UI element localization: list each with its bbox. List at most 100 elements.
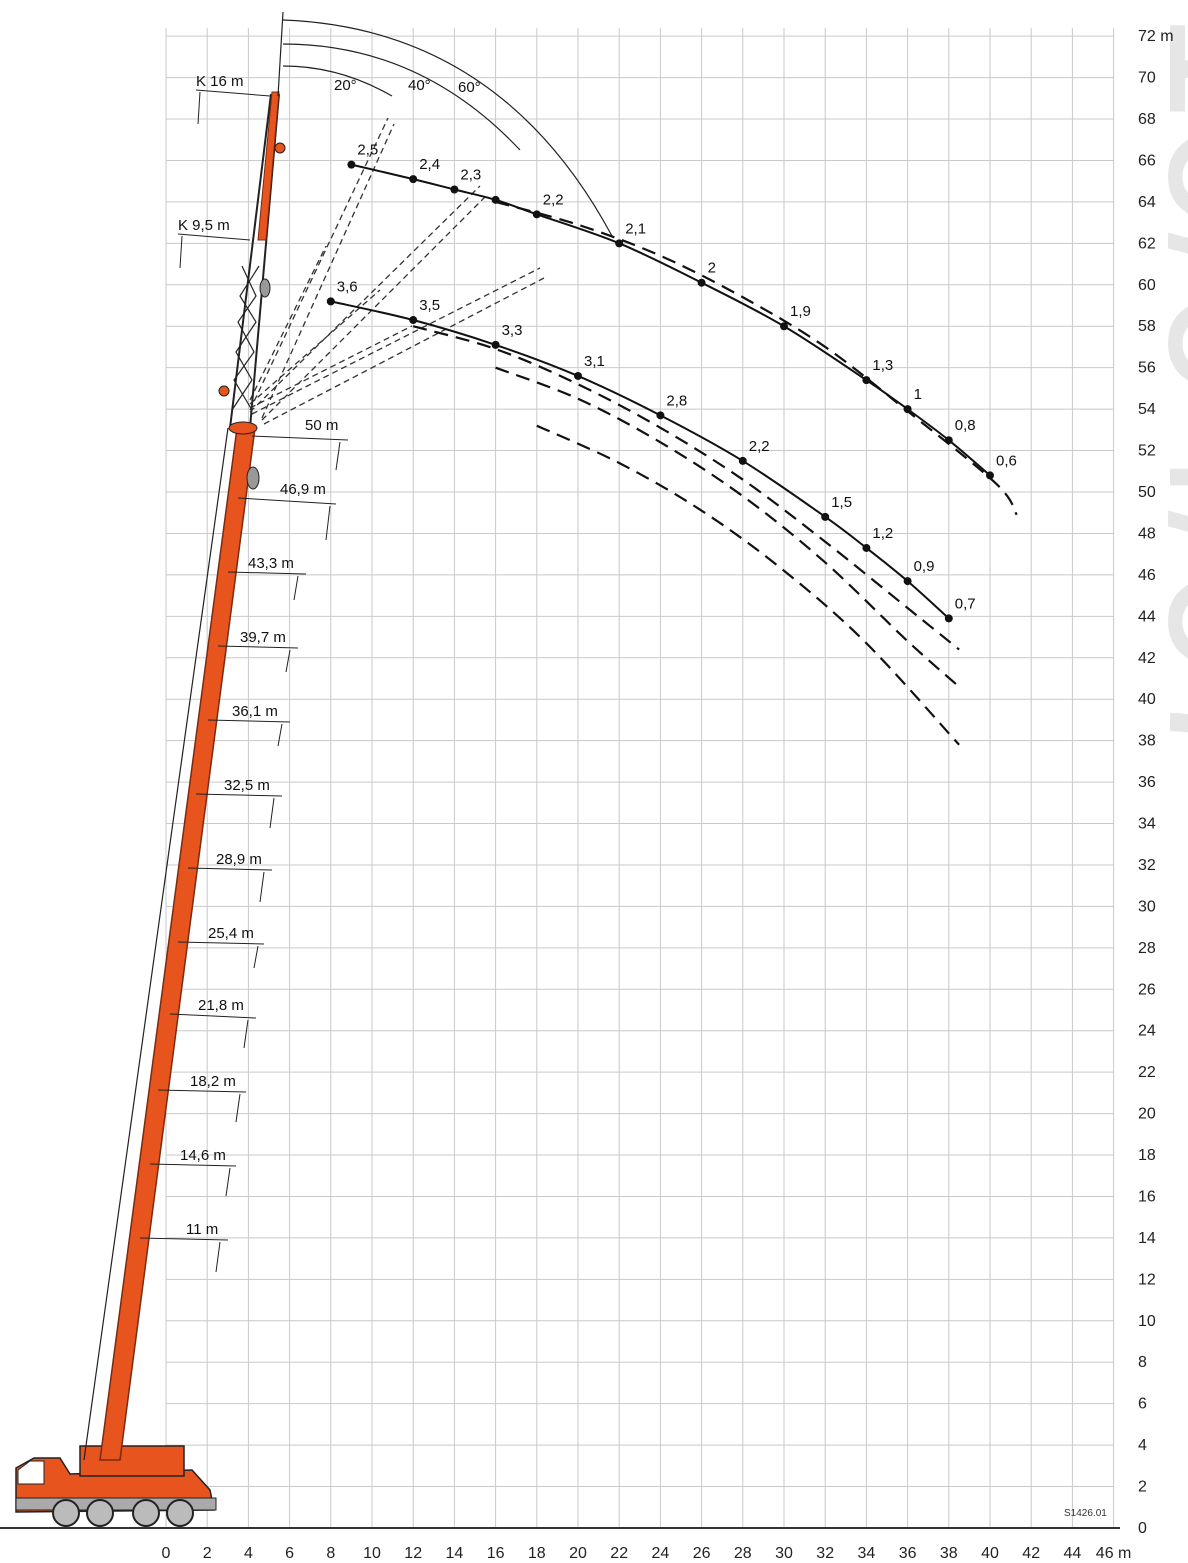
boom-length-label: 43,3 m: [248, 555, 294, 572]
leader-line: [195, 793, 283, 829]
y-tick-label: 48: [1138, 525, 1156, 542]
capacity-curve-dashed: [536, 424, 960, 746]
load-value-label: 2,4: [419, 156, 440, 173]
y-tick-label: 46: [1138, 567, 1156, 584]
x-tick-label: 0: [162, 1545, 171, 1562]
angle-label-60: 60°: [458, 79, 481, 96]
load-point: [862, 543, 871, 552]
main-boom: [99, 427, 256, 1461]
load-value-label: 1: [914, 386, 922, 403]
load-point: [986, 471, 994, 480]
load-value-label: 1,5: [831, 494, 852, 511]
load-value-label: 2,5: [357, 142, 378, 159]
y-tick-label: 56: [1138, 360, 1156, 377]
load-point: [821, 512, 830, 521]
capacity-curve: [330, 300, 950, 620]
x-tick-label: 42: [1022, 1545, 1040, 1562]
boom-length-label: K 16 m: [196, 73, 244, 90]
boom-length-label: 32,5 m: [224, 777, 270, 794]
y-tick-label: 50: [1138, 484, 1156, 501]
leader-line: [177, 941, 265, 969]
load-value-label: 3,3: [502, 322, 523, 339]
crane-vehicle: [15, 1445, 217, 1527]
boom-length-label: 36,1 m: [232, 703, 278, 720]
load-value-label: 2,8: [666, 392, 687, 409]
y-tick-label: 22: [1138, 1064, 1156, 1081]
x-tick-label: 34: [858, 1545, 876, 1562]
lattice-jib: [218, 91, 286, 490]
y-tick-label: 38: [1138, 733, 1156, 750]
jib-short-position: [249, 325, 413, 409]
load-point: [615, 239, 624, 248]
jib-position-60deg: [251, 267, 541, 415]
y-tick-label: 2: [1138, 1479, 1147, 1496]
y-axis-ticks: 0246810121416182022242628303234363840424…: [1138, 28, 1174, 1537]
jib-head-section: [257, 91, 280, 241]
x-tick-label: 26: [693, 1545, 711, 1562]
jib-position-20deg: [261, 123, 395, 419]
y-tick-label: 42: [1138, 650, 1156, 667]
boom-head: [228, 421, 258, 435]
y-tick-label: 62: [1138, 235, 1156, 252]
jib-offset-positions: [249, 117, 545, 425]
boom-length-label: 11 m: [186, 1221, 218, 1238]
boom-length-labels: K 16 m K 9,5 m 50 m 46,9 m 43,3 m 39,7 m…: [178, 73, 338, 1238]
y-tick-label: 12: [1138, 1271, 1156, 1288]
y-tick-label: 32: [1138, 857, 1156, 874]
boom-length-label: 25,4 m: [208, 925, 254, 942]
load-value-label: 3,5: [419, 297, 440, 314]
boom-length-label: 46,9 m: [280, 481, 326, 498]
vertical-reference-line: [277, 11, 284, 97]
x-axis-ticks: 0 2 4 6 8 10 12 14 16 18 20 22 24 26 28 30 32 34 36 38 40 42 4…: [162, 1545, 1132, 1562]
x-tick-label: 32: [816, 1545, 834, 1562]
load-point: [656, 411, 665, 420]
load-point: [697, 278, 706, 287]
load-value-label: 1,3: [872, 357, 893, 374]
boom-guy-line: [83, 427, 229, 1461]
leader-line: [149, 1163, 237, 1197]
x-tick-label: 30: [775, 1545, 793, 1562]
y-tick-label: 18: [1138, 1147, 1156, 1164]
jib-lacing: [231, 265, 260, 411]
boom-length-leaders: [139, 89, 349, 1273]
jib-short-position: [249, 245, 327, 401]
y-tick-label: 6: [1138, 1396, 1147, 1413]
load-point: [738, 456, 747, 465]
leader-line: [195, 89, 271, 125]
load-value-label: 1,2: [872, 525, 893, 542]
y-tick-label: 54: [1138, 401, 1156, 418]
leader-line: [237, 497, 337, 541]
angle-label-40: 40°: [408, 77, 431, 94]
load-value-label: 0,8: [955, 417, 976, 434]
load-curves: 2,5 2,4 2,3 2,2 2,1 2 1,9 1,3 1 0,8 0,6 3,6 3,5 3,3 3,…: [326, 142, 1018, 746]
y-tick-label: 8: [1138, 1354, 1147, 1371]
leader-line: [217, 645, 299, 673]
y-tick-label: 20: [1138, 1106, 1156, 1123]
y-tick-label: 16: [1138, 1188, 1156, 1205]
leader-line: [139, 1237, 229, 1273]
load-point: [903, 577, 912, 586]
y-tick-label: 72 m: [1138, 28, 1174, 45]
crane-superstructure: [79, 1445, 185, 1477]
load-point: [574, 371, 582, 380]
x-tick-label: 14: [446, 1545, 464, 1562]
x-tick-label: 8: [326, 1545, 335, 1562]
load-point: [903, 405, 912, 414]
load-point: [409, 175, 418, 184]
x-tick-label: 20: [569, 1545, 587, 1562]
load-point: [862, 376, 871, 385]
crane-cab: [17, 1460, 45, 1485]
boom-length-label: 39,7 m: [240, 629, 286, 646]
jib-position-20deg: [249, 117, 389, 411]
capacity-curve-dashed: [412, 325, 960, 651]
y-tick-label: 26: [1138, 981, 1156, 998]
chart-grid: [165, 28, 1115, 1529]
load-point: [944, 614, 953, 623]
leader-line: [169, 1013, 257, 1049]
jib-position-60deg: [263, 277, 545, 425]
capacity-curve: [351, 163, 991, 477]
y-tick-label: 24: [1138, 1023, 1156, 1040]
jib-position-40deg: [249, 185, 481, 413]
angle-arc-60deg: [282, 19, 613, 237]
